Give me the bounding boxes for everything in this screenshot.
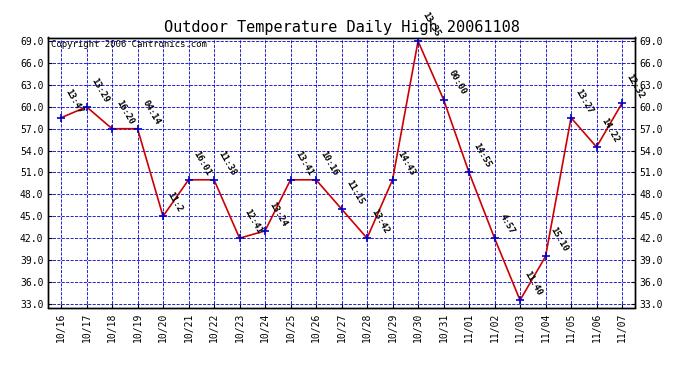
Text: 13:24: 13:24 (268, 200, 289, 228)
Title: Outdoor Temperature Daily High 20061108: Outdoor Temperature Daily High 20061108 (164, 20, 520, 35)
Text: 11:38: 11:38 (217, 149, 238, 177)
Text: 12:32: 12:32 (625, 73, 646, 100)
Text: Copyright 2006 Cantronics.com: Copyright 2006 Cantronics.com (51, 40, 207, 49)
Text: 14:55: 14:55 (472, 142, 493, 170)
Text: 11:40: 11:40 (523, 270, 544, 297)
Text: 16:20: 16:20 (115, 98, 136, 126)
Text: 15:10: 15:10 (549, 226, 569, 254)
Text: 00:00: 00:00 (446, 69, 468, 97)
Text: 13:41: 13:41 (293, 149, 315, 177)
Text: 13:35: 13:35 (421, 10, 442, 38)
Text: 13:47: 13:47 (64, 87, 85, 115)
Text: 14:22: 14:22 (600, 116, 620, 144)
Text: 11:15: 11:15 (344, 178, 366, 206)
Text: 16:01: 16:01 (191, 149, 213, 177)
Text: 14:43: 14:43 (395, 149, 417, 177)
Text: 12:41: 12:41 (242, 208, 264, 236)
Text: 13:42: 13:42 (370, 208, 391, 236)
Text: 11:2: 11:2 (166, 190, 184, 213)
Text: 4:57: 4:57 (497, 212, 516, 236)
Text: 04:14: 04:14 (140, 98, 161, 126)
Text: 13:29: 13:29 (89, 76, 110, 104)
Text: 10:16: 10:16 (319, 149, 340, 177)
Text: 13:27: 13:27 (574, 87, 595, 115)
